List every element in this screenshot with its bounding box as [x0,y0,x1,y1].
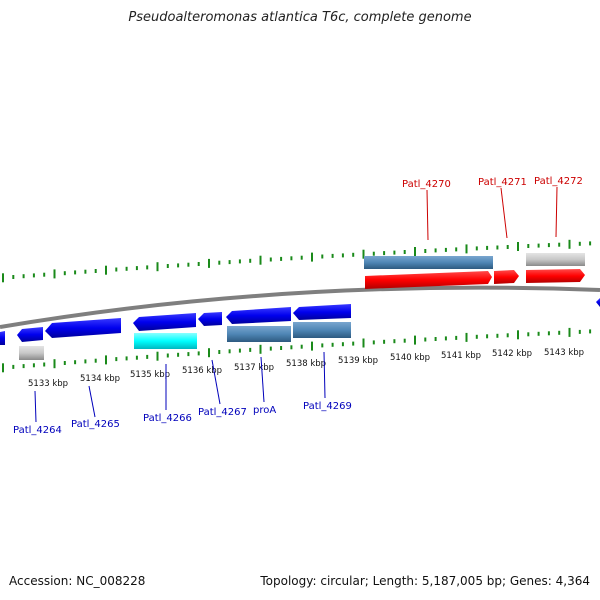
gene-label-patl-4272[interactable]: Patl_4272 [534,176,583,187]
pseudo-feature[interactable] [526,253,585,266]
forward-strand-features [364,253,585,289]
map-title: Pseudoalteromonas atlantica T6c, complet… [128,10,472,25]
forward-label-connectors [426,186,558,241]
gene-arrow-reverse[interactable] [293,304,351,320]
gene-arrow-reverse[interactable] [596,298,600,307]
forward-gene-labels: Patl_4270 Patl_4271 Patl_4272 [402,176,583,190]
rna-feature[interactable] [364,256,493,269]
gene-label-proa[interactable]: proA [253,405,276,416]
gene-label-patl-4266[interactable]: Patl_4266 [143,413,192,424]
scale-label: 5141 kbp [441,351,481,361]
gene-arrow-reverse[interactable] [45,318,121,338]
gene-label-patl-4267[interactable]: Patl_4267 [198,407,247,418]
inner-scale-ticks [2,327,592,373]
scale-label: 5139 kbp [338,356,378,366]
pseudo-feature[interactable] [19,346,44,360]
gene-arrow-reverse[interactable] [226,307,291,324]
gene-arrow-forward[interactable] [494,270,519,284]
accession-text: Accession: NC_008228 [9,574,146,588]
gene-arrow-forward[interactable] [365,271,492,289]
outer-scale-ticks [2,239,592,283]
scale-label: 5134 kbp [80,374,120,384]
reverse-gene-labels: Patl_4264 Patl_4265 Patl_4266 Patl_4267 … [13,401,352,436]
gene-arrow-reverse[interactable] [17,327,43,342]
gene-label-patl-4264[interactable]: Patl_4264 [13,425,62,436]
gene-label-patl-4265[interactable]: Patl_4265 [71,419,120,430]
rna-feature[interactable] [134,333,197,349]
scale-label: 5140 kbp [390,353,430,363]
scale-label: 5143 kbp [544,348,584,358]
gene-arrow-reverse[interactable] [133,313,196,331]
scale-label: 5137 kbp [234,363,274,373]
rna-feature[interactable] [227,326,291,342]
gene-arrow-reverse[interactable] [0,331,5,345]
gene-label-patl-4271[interactable]: Patl_4271 [478,177,527,188]
scale-label: 5136 kbp [182,366,222,376]
rna-feature[interactable] [293,322,351,338]
scale-label: 5135 kbp [130,370,170,380]
genome-backbone [0,285,600,329]
reverse-strand-features [0,298,600,360]
scale-label: 5142 kbp [492,349,532,359]
scale-labels: 5133 kbp 5134 kbp 5135 kbp 5136 kbp 5137… [28,348,584,389]
scale-label: 5133 kbp [28,379,68,389]
gene-label-patl-4269[interactable]: Patl_4269 [303,401,352,412]
gene-label-patl-4270[interactable]: Patl_4270 [402,179,451,190]
gene-arrow-reverse[interactable] [198,312,222,326]
scale-label: 5138 kbp [286,359,326,369]
gene-arrow-forward[interactable] [526,269,585,283]
genome-summary-text: Topology: circular; Length: 5,187,005 bp… [260,574,590,588]
reverse-label-connectors [34,351,326,423]
